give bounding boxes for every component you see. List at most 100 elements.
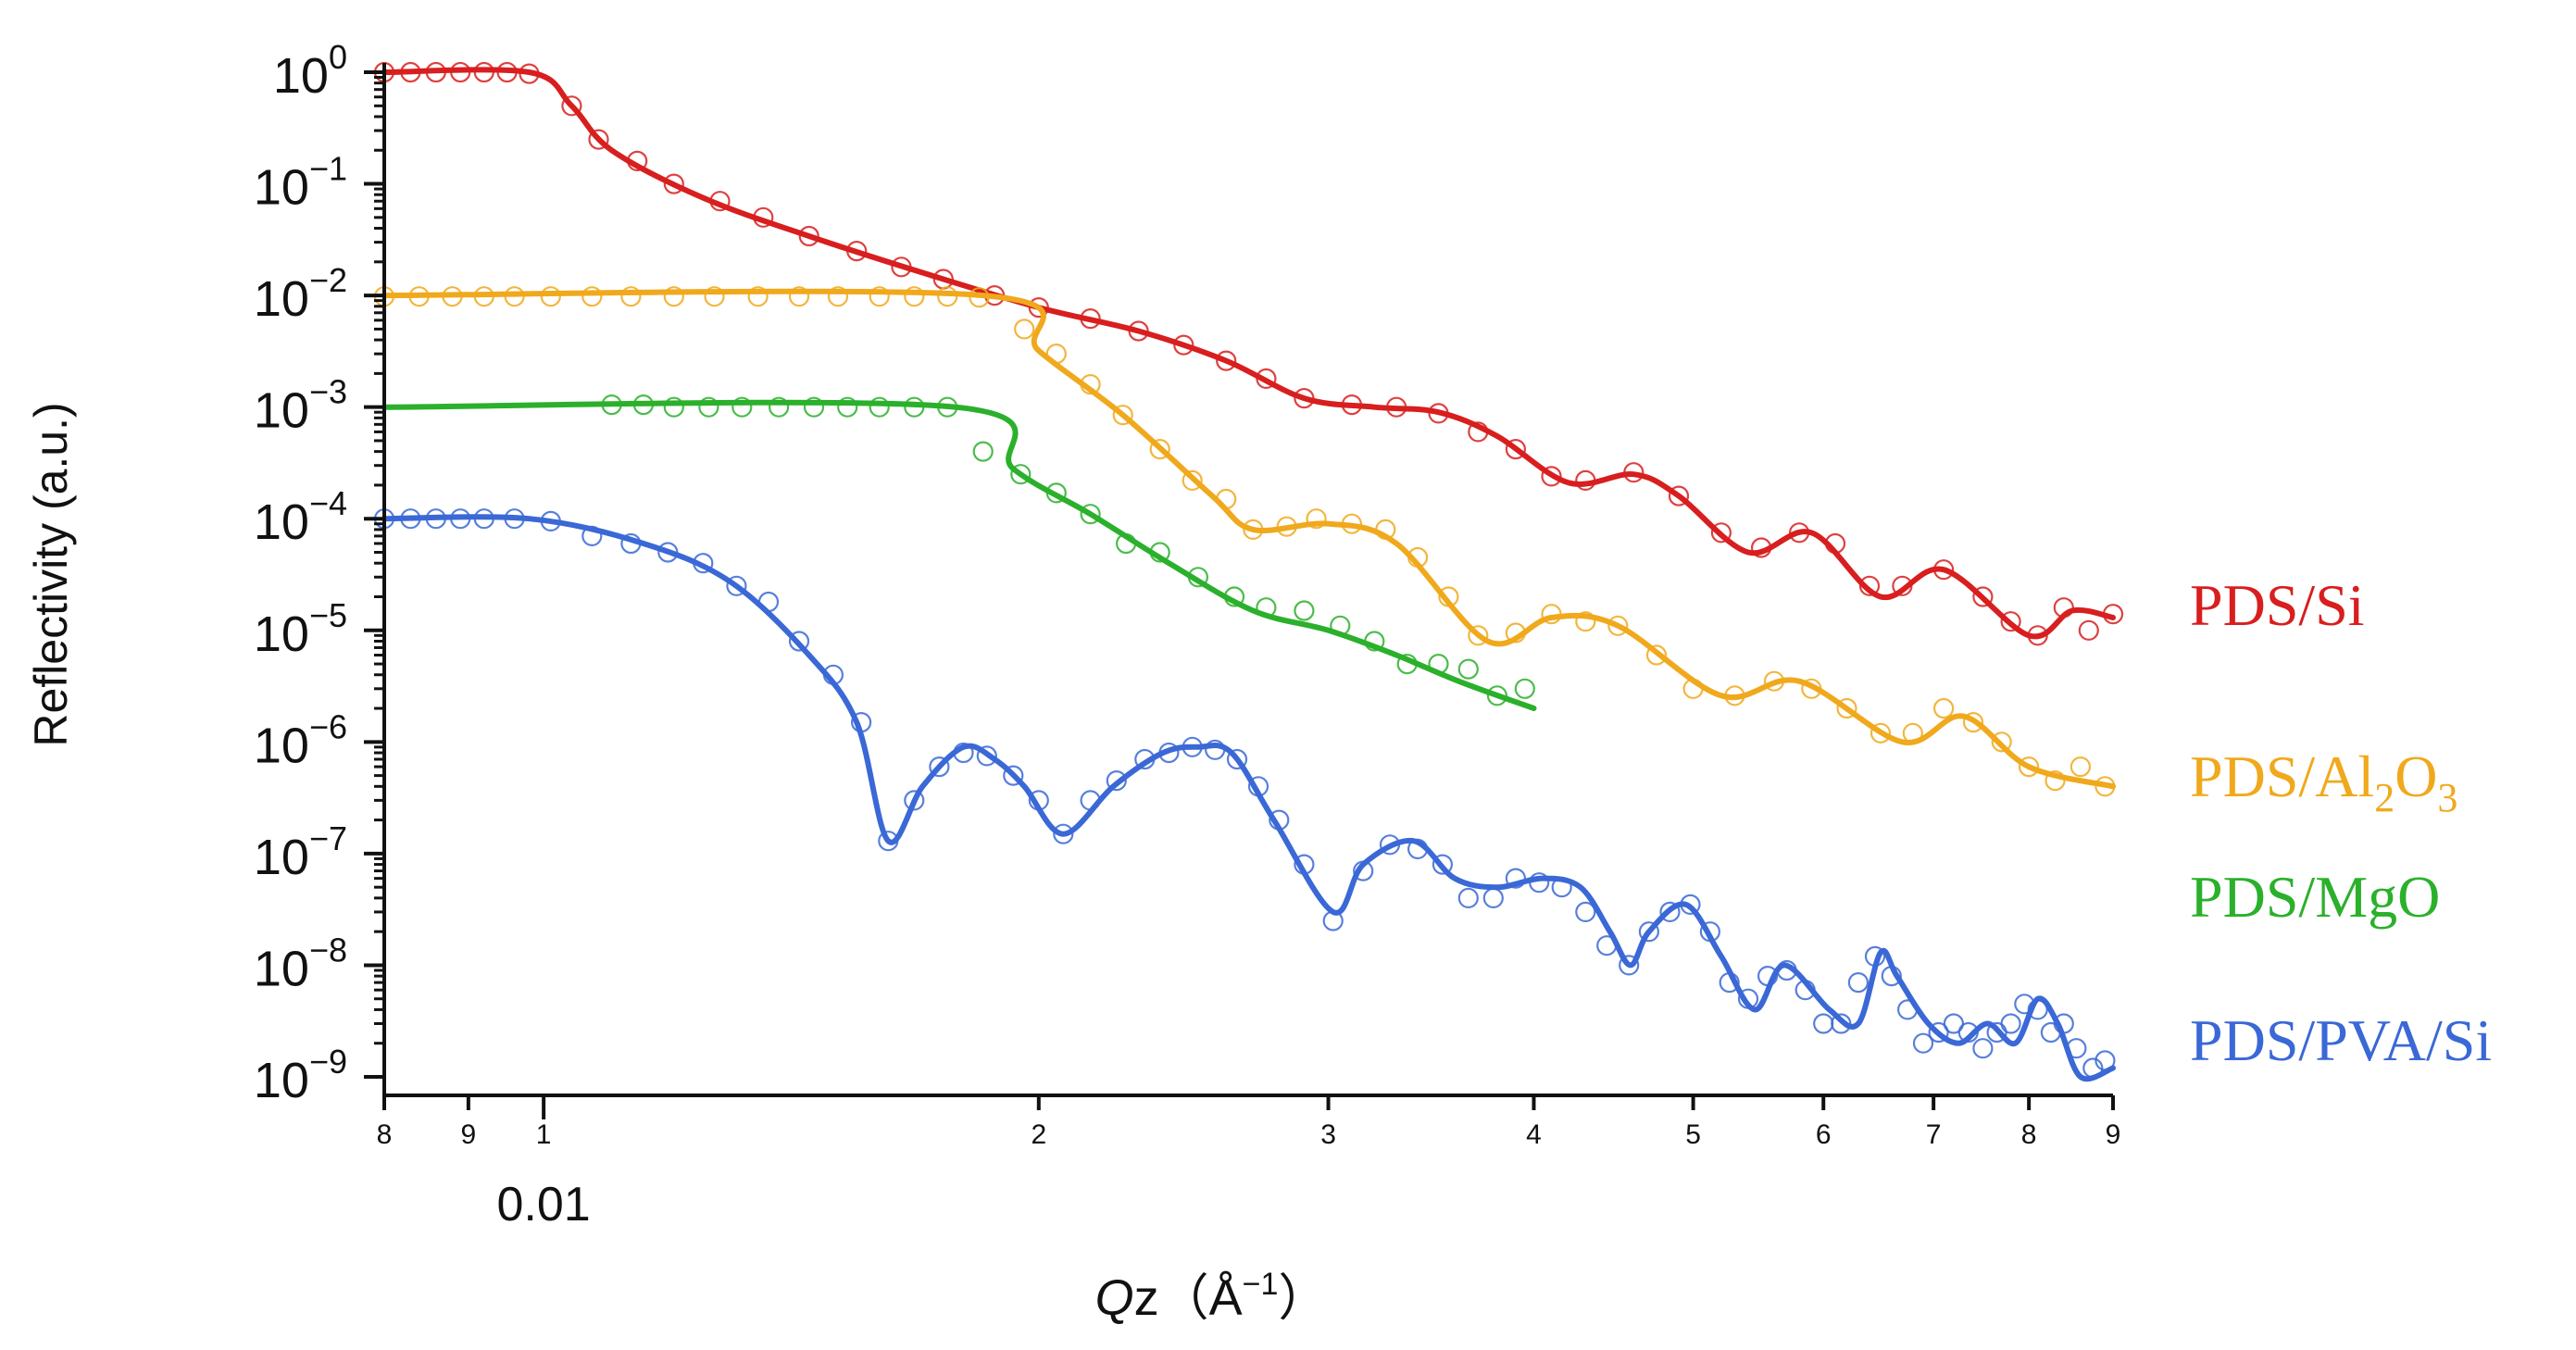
data-point (869, 286, 890, 307)
data-point (663, 286, 684, 307)
data-point (937, 286, 958, 307)
y-axis-label: Reflectivity (a.u.) (25, 402, 77, 746)
data-point (1928, 1021, 1949, 1044)
data-point (788, 631, 810, 652)
x-tick-label: 2 (1031, 1119, 1046, 1150)
x-tick-label: 9 (2106, 1119, 2121, 1150)
y-tick-base: 10 (254, 718, 309, 773)
data-point (1457, 887, 1479, 909)
series-PDS/Si (373, 61, 2124, 646)
data-point (1080, 504, 1101, 525)
y-tick-label: 10−8 (254, 931, 347, 996)
y-tick-exp: −8 (309, 931, 347, 969)
x-axis-label: Qz（Å−1） (1095, 1267, 1329, 1326)
data-point (1226, 748, 1248, 770)
data-point (1541, 466, 1562, 487)
data-point (732, 396, 753, 418)
data-point (803, 396, 825, 418)
y-tick-label: 10−1 (254, 150, 347, 216)
data-point (1836, 697, 1857, 719)
y-tick-base: 10 (254, 383, 309, 439)
data-point (1182, 469, 1203, 492)
x-tick-label-decade: 0.01 (497, 1178, 591, 1231)
x-tick-label: 7 (1926, 1119, 1942, 1150)
x-tick-label: 3 (1320, 1119, 1336, 1150)
y-tick-base: 10 (254, 160, 309, 216)
data-point (1638, 921, 1660, 943)
data-point (1645, 644, 1668, 666)
series-PDS/MgO (381, 394, 1537, 711)
data-point (1486, 685, 1508, 706)
y-tick-base: 10 (273, 48, 329, 104)
y-tick-base: 10 (254, 1053, 309, 1108)
y-tick-base: 10 (254, 830, 309, 885)
data-point (798, 225, 819, 247)
data-point (827, 286, 849, 307)
y-tick-label: 10−5 (254, 596, 347, 662)
data-point (1216, 350, 1237, 371)
data-point (1457, 658, 1479, 680)
fit-line (381, 399, 1537, 711)
data-point (904, 790, 925, 811)
data-point (1575, 611, 1596, 632)
data-point (1659, 901, 1681, 923)
y-tick-exp: −2 (309, 261, 347, 299)
x-tick-label: 9 (461, 1119, 477, 1150)
chart-axes (382, 63, 2113, 1097)
data-point (1514, 678, 1535, 699)
x-axis-label-sup: −1 (1243, 1267, 1279, 1302)
x-tick-label: 5 (1685, 1119, 1701, 1150)
data-point (726, 575, 747, 596)
data-point (2000, 1013, 2021, 1034)
data-point (1710, 522, 1732, 544)
data-point (698, 396, 719, 418)
x-axis-label-q: Q (1095, 1270, 1134, 1326)
data-point (2019, 756, 2040, 778)
data-point (1112, 405, 1133, 426)
legend-text-part: PDS/PVA/Si (2190, 1007, 2492, 1073)
y-tick-exp: −1 (309, 150, 347, 188)
data-point (1432, 854, 1454, 875)
y-tick-exp: 0 (329, 38, 347, 76)
data-point (581, 286, 603, 307)
data-point (704, 286, 725, 307)
data-point (837, 396, 858, 418)
legend-item: PDS/PVA/Si (2190, 1007, 2492, 1073)
chart-ticks: 10010−110−210−310−410−510−610−710−810−98… (254, 38, 2120, 1231)
data-point (1106, 769, 1127, 792)
y-tick-exp: −3 (309, 373, 347, 411)
data-point (1962, 711, 1984, 733)
legend-item: PDS/Si (2190, 572, 2365, 638)
data-point (976, 745, 997, 767)
data-point (1482, 887, 1504, 909)
data-point (1468, 625, 1489, 646)
legend-text-part: PDS/Al (2190, 744, 2374, 809)
y-tick-base: 10 (254, 941, 309, 996)
data-point (1991, 731, 2012, 753)
data-point (869, 396, 890, 418)
data-point (1505, 868, 1527, 889)
data-point (1607, 615, 1629, 636)
data-point (561, 95, 582, 117)
x-tick-label: 6 (1816, 1119, 1832, 1150)
legend-item: PDS/MgO (2190, 864, 2440, 930)
y-tick-label: 10−7 (254, 819, 347, 885)
x-tick-label: 8 (377, 1119, 393, 1150)
x-axis-label-rest: z（Å (1134, 1270, 1243, 1326)
y-tick-exp: −4 (309, 484, 347, 522)
data-point (747, 286, 769, 307)
data-point (588, 129, 609, 150)
data-point (1014, 319, 1035, 340)
legend-text-part: 3 (2437, 775, 2457, 820)
data-point (1668, 485, 1690, 506)
data-point (2045, 769, 2066, 792)
data-point (663, 396, 684, 418)
data-point (1294, 600, 1315, 621)
data-point (1933, 697, 1955, 719)
data-point (1912, 1032, 1934, 1054)
y-tick-base: 10 (254, 271, 309, 327)
data-point (1575, 901, 1596, 923)
data-point (2070, 756, 2091, 778)
data-point (1858, 575, 1881, 596)
